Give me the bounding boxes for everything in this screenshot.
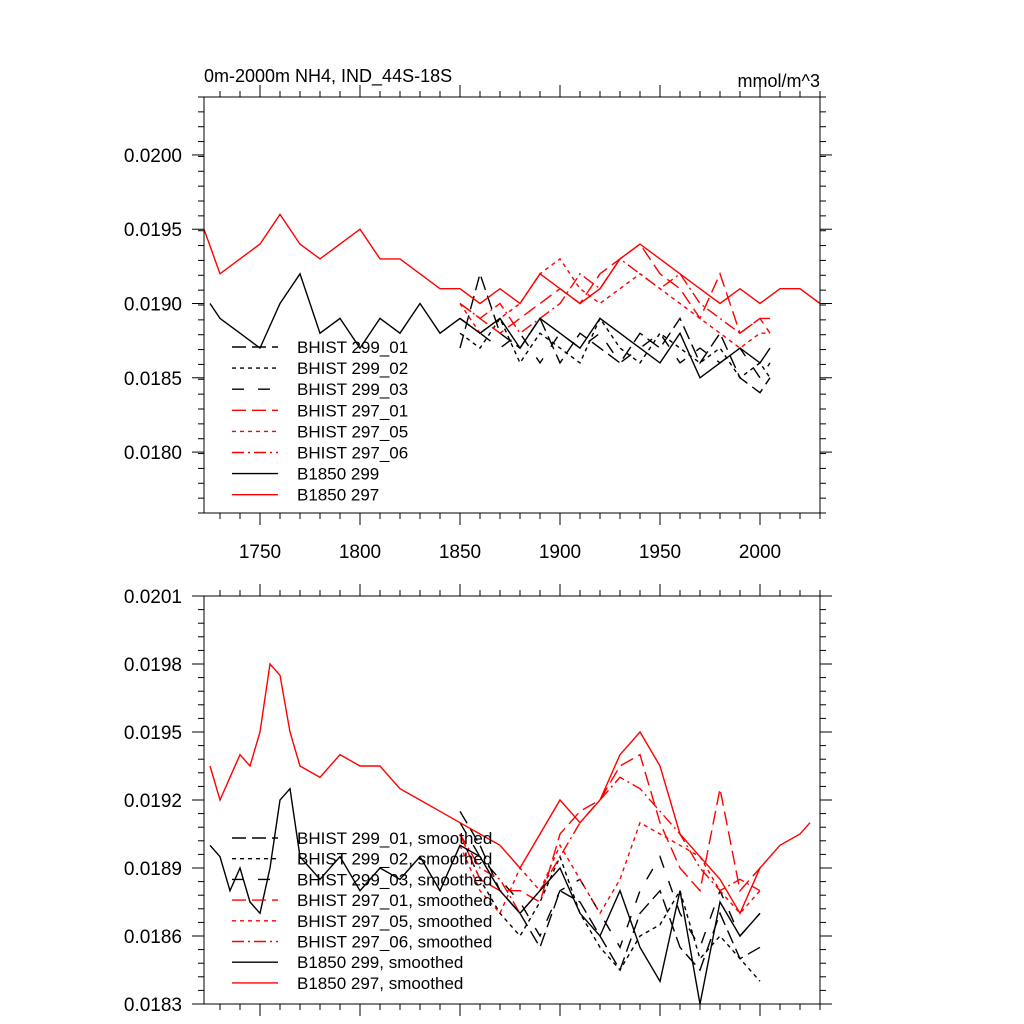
top-series-layer [203, 213, 821, 394]
bottom-series-line-1 [459, 810, 761, 972]
bottom-legend-label: B1850 297, smoothed [297, 974, 463, 993]
top-panel: 1750 1800 1850 1900 1950 2000 0.0180 0.0185 0.01… [124, 66, 832, 563]
top-x-tick-label: 1800 [339, 542, 381, 563]
top-series-line-8 [203, 213, 821, 305]
top-units: mmol/m^3 [738, 71, 820, 91]
bottom-y-tick-label: 0.0198 [124, 655, 182, 676]
top-legend-label: B1850 299 [297, 465, 379, 484]
bottom-y-tick-label: 0.0192 [124, 791, 182, 812]
bottom-series-layer [209, 662, 811, 1005]
bottom-series-line-8 [209, 662, 811, 915]
bottom-legend-label: BHIST 297_05, smoothed [297, 912, 492, 931]
bottom-panel: 0.0183 0.0186 0.0189 0.0192 0.0195 0.0198 0.02… [124, 584, 832, 1016]
bottom-series-line-6 [459, 776, 761, 915]
top-series-line-1 [459, 271, 771, 394]
top-legend-label: BHIST 299_01 [297, 338, 408, 357]
top-legend-label: BHIST 297_05 [297, 422, 408, 441]
top-legend: BHIST 299_01 BHIST 299_02 BHIST 299_03 BHIS… [232, 338, 408, 505]
bottom-series-line-2 [459, 833, 761, 982]
top-legend-label: BHIST 299_02 [297, 359, 408, 378]
top-y-tick-label: 0.0190 [124, 295, 182, 316]
top-legend-label: BHIST 297_06 [297, 444, 408, 463]
bottom-series-line-7 [209, 787, 761, 1005]
bottom-y-tick-label: 0.0189 [124, 859, 182, 880]
bottom-y-tick-label: 0.0183 [124, 995, 182, 1016]
top-x-tick-label: 1950 [639, 542, 681, 563]
bottom-legend-label: BHIST 297_01, smoothed [297, 891, 492, 910]
bottom-ticks-layer: 0.0183 0.0186 0.0189 0.0192 0.0195 0.0198 0.02… [124, 584, 832, 1016]
top-legend-label: BHIST 299_03 [297, 380, 408, 399]
bottom-y-tick-label: 0.0195 [124, 723, 182, 744]
top-series-line-5 [459, 257, 770, 349]
top-series-line-4 [459, 243, 771, 335]
top-x-tick-label: 1900 [539, 542, 581, 563]
top-ticks-layer: 1750 1800 1850 1900 1950 2000 0.0180 0.0185 0.01… [124, 85, 832, 563]
top-x-tick-label: 2000 [739, 542, 781, 563]
top-y-tick-label: 0.0185 [124, 369, 182, 390]
top-y-tick-label: 0.0195 [124, 220, 182, 241]
top-x-tick-label: 1850 [439, 542, 481, 563]
top-y-tick-label: 0.0180 [124, 443, 182, 464]
top-legend-label: BHIST 297_01 [297, 401, 408, 420]
bottom-legend-label: B1850 299, smoothed [297, 953, 463, 972]
bottom-legend-label: BHIST 299_01, smoothed [297, 829, 492, 848]
bottom-legend-label: BHIST 297_06, smoothed [297, 933, 492, 952]
top-title: 0m-2000m NH4, IND_44S-18S [204, 66, 452, 87]
top-y-tick-label: 0.0200 [124, 146, 182, 167]
bottom-legend: BHIST 299_01, smoothed BHIST 299_02, smoo… [232, 829, 492, 993]
top-series-line-6 [459, 257, 770, 335]
top-series-line-7 [209, 272, 771, 379]
bottom-legend-label: BHIST 299_02, smoothed [297, 850, 492, 869]
bottom-y-tick-label: 0.0201 [124, 587, 182, 608]
bottom-y-tick-label: 0.0186 [124, 927, 182, 948]
top-x-tick-label: 1750 [239, 542, 281, 563]
top-legend-label: B1850 297 [297, 486, 379, 505]
bottom-legend-label: BHIST 299_03, smoothed [297, 870, 492, 889]
bottom-series-line-5 [459, 821, 761, 915]
